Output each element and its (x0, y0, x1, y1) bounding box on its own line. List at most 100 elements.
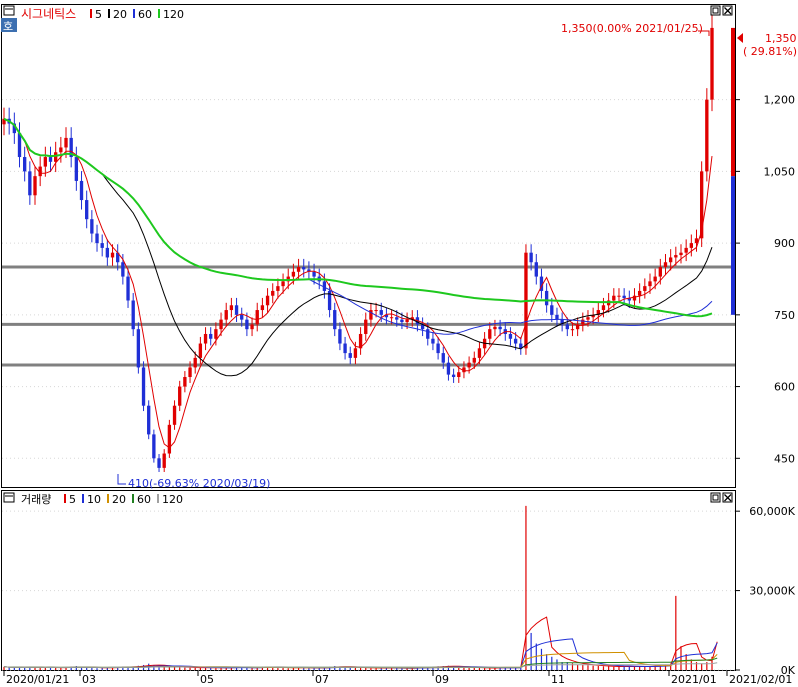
candle (54, 152, 58, 162)
volume-panel-menu-icon[interactable] (3, 492, 15, 503)
candle (136, 329, 141, 368)
candle (126, 276, 130, 301)
volume-legend-swatch-20 (107, 494, 109, 503)
legend-ma-60: 60 (138, 8, 152, 21)
volume-restore-icon[interactable] (710, 492, 721, 503)
candle (653, 276, 657, 282)
candle (643, 286, 647, 291)
price-tick-label-900: 900 (774, 237, 795, 250)
candle (405, 319, 409, 323)
candle (374, 310, 378, 312)
x-tick-label: 07 (315, 673, 329, 684)
volume-legend-ma-20: 20 (112, 493, 126, 506)
price-restore-icon[interactable] (710, 5, 721, 16)
candle (513, 338, 518, 344)
candle (632, 295, 637, 301)
corner-tag (1, 18, 17, 32)
candle (570, 329, 575, 331)
candle (710, 27, 714, 100)
candle (90, 219, 94, 234)
candle (214, 329, 218, 339)
candle (431, 338, 435, 344)
candle (575, 324, 580, 330)
x-tick-label: 2021/02/01 (729, 673, 792, 684)
candle (389, 317, 394, 319)
candle (637, 290, 642, 296)
volume-legend-swatch-120 (157, 494, 159, 503)
candle (167, 424, 172, 454)
volume-ma-120-line (3, 662, 718, 668)
candle (343, 343, 347, 354)
volume-legend-swatch-5 (64, 494, 66, 503)
candle (477, 348, 482, 358)
candle (617, 295, 621, 297)
candle (488, 329, 492, 339)
candle (240, 314, 244, 320)
candle (596, 310, 600, 315)
candle (271, 290, 275, 296)
candle (193, 357, 197, 368)
candle (353, 348, 358, 358)
candle (395, 317, 399, 320)
candle (436, 343, 440, 354)
candle (379, 310, 383, 315)
candle (260, 305, 265, 311)
volume-legend-swatch-10 (82, 494, 84, 503)
candle (519, 343, 523, 349)
candle (327, 290, 332, 311)
candle (157, 458, 161, 468)
legend-swatch-20 (108, 9, 110, 18)
price-tick-label-750: 750 (774, 309, 795, 322)
corner-tag-label: 호 (3, 20, 13, 33)
candle (550, 305, 554, 315)
candle (658, 267, 662, 277)
candle (43, 157, 48, 167)
volume-ma-20-line (3, 651, 718, 669)
candle (322, 281, 327, 291)
candle (59, 147, 63, 153)
candle (147, 405, 151, 435)
low-annotation: 410(-69.63% 2020/03/19) (128, 477, 270, 490)
candle (348, 353, 352, 358)
x-tick-label: 05 (200, 673, 214, 684)
volume-panel-frame (1, 490, 736, 671)
candle (255, 310, 259, 325)
last-candle-body (731, 27, 735, 177)
candle (265, 295, 270, 306)
x-tick-label: 11 (551, 673, 565, 684)
candle (364, 319, 368, 334)
candle (85, 200, 89, 220)
candle (451, 374, 456, 378)
candle (446, 362, 451, 375)
candle (472, 357, 476, 363)
candle (17, 133, 22, 158)
candle (38, 166, 42, 177)
candle (663, 262, 668, 268)
candle (555, 314, 559, 320)
current-change-label: ( 29.81%) (743, 45, 797, 58)
candle (141, 367, 146, 406)
candle (689, 243, 693, 248)
legend-swatch-5 (90, 9, 92, 18)
candle (312, 271, 316, 277)
candle (234, 305, 239, 315)
candle (307, 269, 311, 272)
candle (131, 300, 135, 330)
price-panel-menu-icon[interactable] (3, 5, 15, 16)
x-tick-label: 09 (435, 673, 449, 684)
candle (281, 281, 285, 287)
candle (2, 118, 6, 125)
candle (12, 123, 17, 134)
candle (622, 295, 626, 299)
legend-ma-5: 5 (95, 8, 102, 21)
candle (586, 317, 590, 320)
candle (172, 405, 177, 425)
candle (100, 243, 104, 248)
candle (426, 329, 430, 339)
legend-swatch-120 (158, 9, 160, 18)
candle (95, 233, 99, 244)
high-annotation: 1,350(0.00% 2021/01/25) (561, 22, 703, 35)
candle (219, 319, 223, 330)
candle (674, 255, 678, 258)
